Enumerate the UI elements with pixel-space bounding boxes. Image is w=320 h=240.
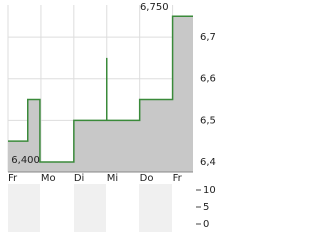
x-tick-label: Mi [107, 173, 118, 184]
x-tick-label: Fr [8, 173, 18, 184]
band [8, 184, 40, 232]
y-tick-label: 5 [203, 202, 209, 213]
x-tick-label: Mo [41, 173, 56, 184]
annotation: 6,400 [11, 155, 40, 166]
volume-chart: 0 5 10 [196, 185, 216, 230]
y-tick-label: 6,6 [200, 74, 216, 85]
y-tick-label: 6,5 [200, 115, 216, 126]
annotation: 6,750 [140, 2, 169, 13]
y-tick-label: 6,7 [200, 32, 216, 43]
area [8, 16, 193, 173]
price-chart: Fr Mo Di Mi Do Fr 6,4 6,5 6,6 6,7 6,750 6,400 [7, 2, 216, 184]
x-tick-label: Do [140, 173, 154, 184]
x-tick-label: Di [74, 173, 84, 184]
stock-widget: Fr Mo Di Mi Do Fr 6,4 6,5 6,6 6,7 6,750 6,400 0 5 10 [7, 2, 216, 232]
y-tick-label: 0 [203, 219, 209, 230]
y-tick-label: 10 [203, 185, 216, 196]
band [139, 184, 172, 232]
y-tick-label: 6,4 [200, 157, 216, 168]
price-line [8, 15, 193, 163]
x-tick-label: Fr [173, 173, 183, 184]
band [74, 184, 106, 232]
